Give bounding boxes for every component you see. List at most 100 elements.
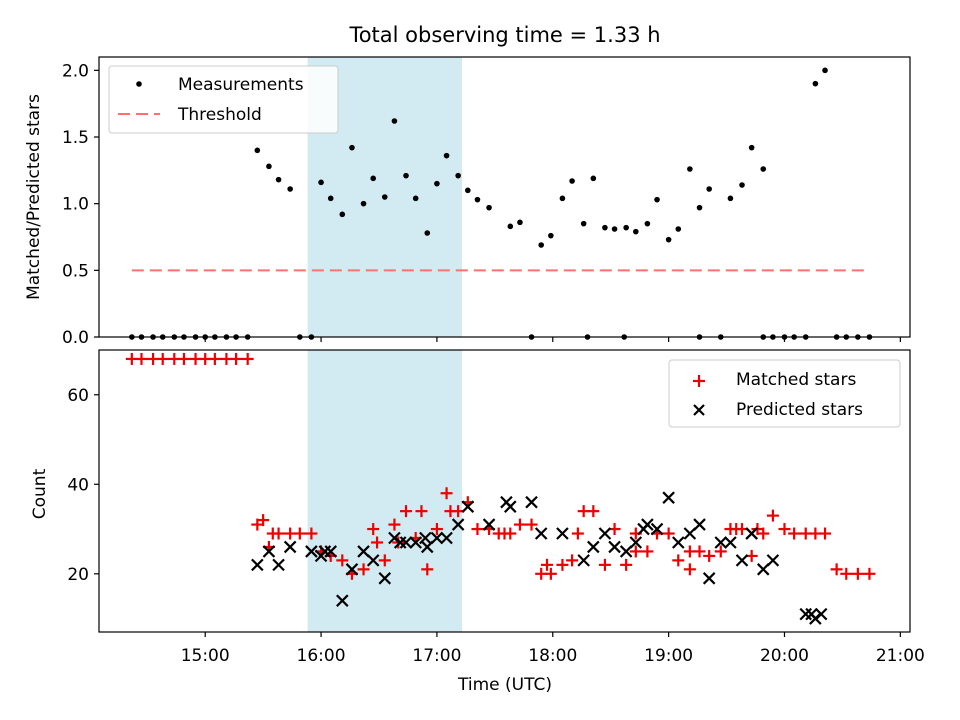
matched-star-point — [230, 352, 243, 365]
predicted-star-marker-b — [814, 607, 828, 621]
predicted-star-marker-b — [336, 594, 349, 607]
measurement-point — [696, 204, 703, 211]
measurement-point — [349, 144, 355, 151]
measurement-point — [654, 196, 660, 203]
predicted-star-marker-b — [637, 522, 650, 536]
measurement-point — [266, 163, 272, 170]
predicted-star-marker-b — [419, 531, 432, 545]
matched-star-point — [444, 505, 457, 518]
matched-star-point — [766, 509, 779, 522]
predicted-star-marker-b — [345, 563, 359, 576]
measurement-point — [275, 176, 282, 183]
predicted-star-marker-b — [662, 491, 675, 504]
matched-star-points — [125, 352, 876, 580]
predicted-star-point — [672, 536, 685, 549]
measurement-point — [434, 180, 440, 187]
top-y-tick-label: 0.5 — [62, 261, 89, 281]
measurement-point — [360, 200, 367, 207]
x-tick-label: 17:00 — [412, 646, 461, 666]
matched-star-point — [540, 558, 553, 571]
predicted-star-point — [702, 572, 716, 585]
predicted-star-marker-b — [587, 540, 600, 554]
measurement-point — [254, 147, 261, 154]
measurement-point — [548, 232, 554, 239]
predicted-star-point — [409, 536, 422, 549]
measurement-point — [590, 175, 597, 182]
measurement-point — [370, 175, 376, 182]
matched-star-point — [378, 554, 391, 567]
matched-star-point — [135, 352, 148, 365]
measurement-point — [486, 204, 492, 211]
predicted-star-point — [756, 563, 770, 576]
bottom-y-tick-label: 60 — [67, 386, 89, 406]
predicted-star-marker-b — [262, 545, 276, 558]
matched-star-point — [525, 518, 538, 531]
top-y-tick-label: 0.0 — [62, 328, 89, 348]
x-tick-label: 20:00 — [760, 646, 809, 666]
predicted-star-point — [318, 545, 332, 558]
predicted-star-point — [814, 607, 828, 621]
matched-star-point — [241, 352, 254, 365]
predicted-star-point — [714, 536, 728, 549]
predicted-star-point — [556, 527, 569, 540]
legend-threshold-label: Threshold — [177, 105, 262, 125]
measurement-point — [569, 178, 575, 184]
measurement-point — [424, 230, 431, 236]
predicted-star-marker-b — [461, 500, 475, 513]
top-panel: 0.00.51.01.52.0 Matched/Predicted stars … — [24, 56, 911, 348]
matched-star-point — [672, 554, 685, 567]
predicted-star-marker-b — [409, 536, 422, 549]
predicted-star-marker-b — [430, 531, 444, 545]
predicted-star-marker-b — [629, 536, 643, 549]
predicted-star-marker-b — [366, 554, 380, 567]
predicted-star-point — [724, 536, 737, 549]
predicted-star-point — [378, 572, 392, 585]
matched-star-point — [257, 514, 270, 527]
matched-star-point — [819, 527, 832, 540]
predicted-star-marker-b — [805, 607, 818, 621]
matched-star-point — [440, 487, 453, 500]
matched-star-point — [421, 563, 434, 576]
predicted-star-point — [461, 500, 475, 513]
top-y-tick-label: 1.0 — [62, 195, 89, 215]
measurement-point — [507, 223, 514, 230]
matched-star-point — [266, 527, 279, 540]
measurement-point — [665, 236, 672, 243]
predicted-star-point — [283, 540, 297, 554]
matched-star-point — [629, 545, 642, 558]
matched-star-point — [471, 523, 484, 536]
x-tick-label: 19:00 — [644, 646, 693, 666]
x-tick-label: 21:00 — [876, 646, 925, 666]
measurement-point — [748, 144, 755, 151]
predicted-star-point — [637, 522, 650, 536]
matched-star-point — [840, 567, 853, 580]
matched-star-point — [571, 527, 584, 540]
measurement-point — [602, 224, 608, 231]
measurement-point — [706, 186, 712, 192]
predicted-star-marker-b — [440, 531, 453, 545]
measurement-point — [727, 195, 734, 202]
predicted-star-point — [251, 558, 264, 572]
measurement-point — [812, 80, 819, 87]
chart-title: Total observing time = 1.33 h — [348, 23, 660, 47]
predicted-star-point — [619, 545, 633, 558]
matched-star-point — [388, 518, 401, 531]
predicted-star-point — [336, 594, 349, 607]
matched-star-point — [641, 545, 654, 558]
predicted-star-marker-b — [272, 558, 285, 572]
measurement-point — [381, 194, 388, 200]
predicted-star-marker-b — [251, 558, 264, 572]
top-y-ticks: 0.0 0.5 1.0 1.5 2.0 — [62, 61, 99, 348]
measurement-point — [687, 166, 693, 172]
predicted-star-marker-b — [735, 554, 749, 567]
matched-star-point — [513, 518, 526, 531]
measurement-point — [391, 118, 398, 124]
predicted-star-marker-b — [305, 545, 318, 558]
top-x-ticks — [204, 337, 901, 342]
measurement-point — [580, 220, 587, 227]
bottom-y-tick-label: 20 — [67, 565, 89, 585]
measurement-point — [675, 226, 682, 232]
predicted-star-marker-b — [756, 563, 770, 576]
predicted-star-marker-b — [378, 572, 392, 585]
